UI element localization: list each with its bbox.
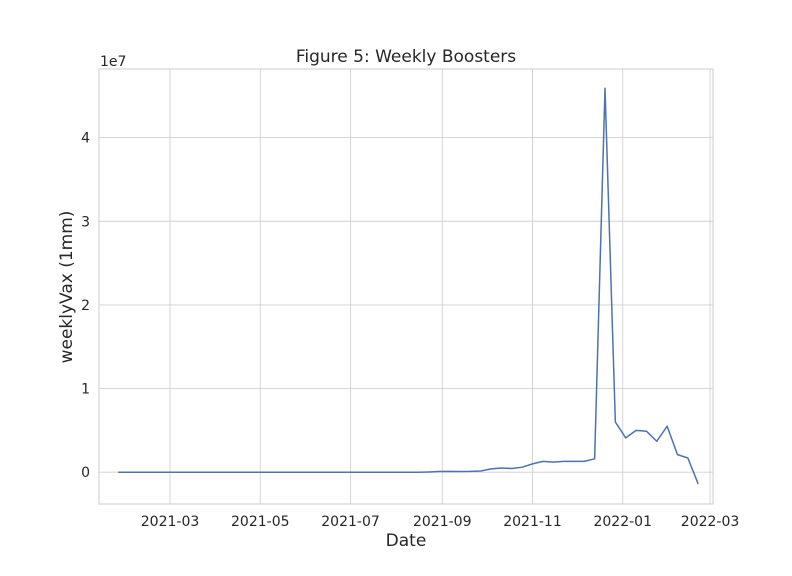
y-tick-label: 1: [81, 382, 90, 398]
series-line-weekly-boosters: [118, 87, 699, 485]
x-tick-label: 2022-01: [593, 514, 652, 530]
x-tick-label: 2021-05: [231, 514, 290, 530]
x-tick-label: 2021-09: [413, 514, 472, 530]
y-offset-label: 1e7: [100, 54, 126, 70]
x-axis-title: Date: [386, 531, 427, 551]
y-tick-label: 3: [81, 214, 90, 230]
chart-title: Figure 5: Weekly Boosters: [296, 47, 516, 67]
x-tick-label: 2021-07: [321, 514, 380, 530]
plot-area: [98, 68, 714, 505]
y-tick-labels: 0 1 2 3 4: [81, 131, 90, 482]
x-tick-label: 2022-03: [681, 514, 740, 530]
y-tick-label: 4: [81, 131, 90, 147]
x-tick-labels: 2021-03 2021-05 2021-07 2021-09 2021-11 2022-…: [141, 514, 740, 530]
x-tick-label: 2021-03: [141, 514, 200, 530]
x-gridlines: [169, 69, 711, 504]
y-gridlines: [99, 137, 713, 473]
y-axis-title: weeklyVax (1mm): [57, 211, 77, 364]
y-tick-label: 0: [81, 465, 90, 481]
y-tick-label: 2: [81, 298, 90, 314]
x-tick-label: 2021-11: [503, 514, 562, 530]
